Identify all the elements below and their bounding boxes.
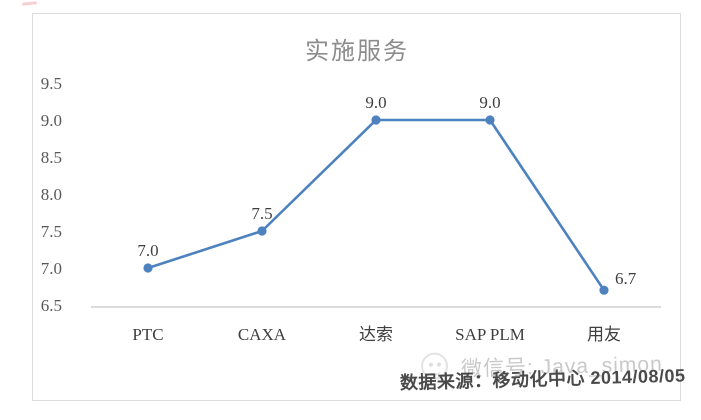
y-axis-tick-label: 6.5 xyxy=(41,296,62,315)
chart-title: 实施服务 xyxy=(305,39,409,65)
x-axis-category-label: SAP PLM xyxy=(455,325,525,344)
data-point-marker xyxy=(599,285,609,295)
y-axis-tick-label: 7.5 xyxy=(41,222,62,241)
y-axis-tick-label: 9.0 xyxy=(41,111,62,130)
y-axis-tick-label: 9.5 xyxy=(41,74,62,93)
line-series xyxy=(147,118,606,291)
y-axis-tick-label: 8.0 xyxy=(41,185,62,204)
data-point-label: 6.7 xyxy=(615,269,637,288)
data-point-label: 7.5 xyxy=(251,204,272,223)
data-point-marker xyxy=(485,115,495,125)
face-eye-right xyxy=(436,362,442,367)
data-point-marker xyxy=(257,226,267,236)
x-axis-category-label: PTC xyxy=(132,325,163,344)
data-point-marker xyxy=(371,115,381,125)
x-axis-category-label: 达索 xyxy=(359,325,393,344)
data-point-label: 9.0 xyxy=(479,93,500,112)
y-axis-tick-label: 8.5 xyxy=(41,148,62,167)
x-axis-category-label: CAXA xyxy=(238,325,287,344)
data-point-label: 7.0 xyxy=(137,241,158,260)
face-eye-left xyxy=(428,362,434,367)
x-axis-category-label: 用友 xyxy=(587,325,621,344)
chart-frame xyxy=(32,13,681,401)
y-axis-tick-label: 7.0 xyxy=(41,259,62,278)
data-point-marker xyxy=(143,263,153,273)
data-point-label: 9.0 xyxy=(365,93,386,112)
